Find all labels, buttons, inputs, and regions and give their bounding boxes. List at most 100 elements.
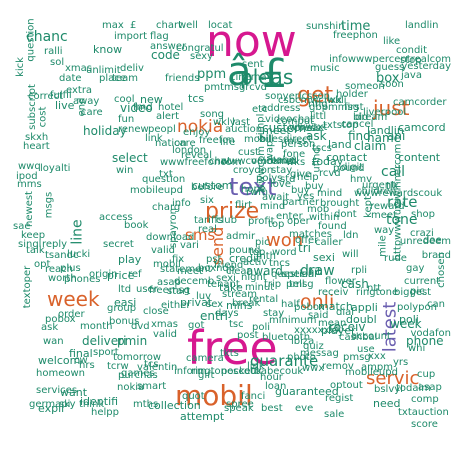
word-42: time — [341, 19, 371, 34]
word-71: guaranteed — [275, 385, 339, 398]
word-54: contact — [326, 151, 368, 164]
word-196: care — [174, 138, 196, 149]
word-98: address — [261, 103, 301, 114]
word-126: asap — [418, 382, 442, 393]
word-193: renew — [118, 124, 149, 135]
word-113: spree — [226, 399, 254, 410]
word-227: inform — [174, 366, 207, 377]
word-395: matches — [289, 229, 332, 240]
word-51: land — [328, 138, 352, 151]
word-295: speak — [224, 403, 254, 414]
word-242: press — [294, 123, 321, 134]
word-289: tcrw — [107, 361, 129, 372]
word-20: sms — [185, 226, 216, 244]
word-352: videochat — [265, 114, 315, 125]
word-280: tlk — [386, 181, 399, 192]
word-106: homeown — [36, 368, 85, 379]
word-123: txtauction — [398, 407, 449, 418]
word-369: pobox — [294, 302, 325, 313]
word-208: friend — [214, 260, 244, 271]
word-271: will — [342, 249, 359, 260]
word-88: messag — [300, 348, 339, 359]
word-81: half — [281, 299, 300, 310]
word-350: ring — [308, 99, 328, 110]
word-139: current — [404, 276, 441, 287]
word-233: wwwfreefoncom — [160, 157, 242, 168]
word-237: info — [172, 198, 191, 209]
word-294: quiz — [303, 341, 324, 352]
word-281: wwwrewardscouk — [354, 188, 443, 199]
word-11: get — [297, 83, 334, 108]
word-248: babe — [270, 155, 295, 166]
word-91: take — [219, 281, 243, 294]
word-77: final — [69, 347, 93, 360]
word-391: buy — [291, 185, 310, 196]
word-340: sent — [242, 59, 264, 70]
word-364: stay — [263, 308, 285, 319]
word-115: think — [79, 399, 105, 410]
word-192: fun — [118, 114, 135, 125]
word-318: opt — [34, 259, 51, 270]
word-118: fanci — [241, 391, 266, 402]
word-87: rental — [249, 294, 279, 305]
word-341: bill — [259, 134, 274, 145]
word-134: bluetooth — [262, 332, 311, 343]
word-85: poli — [399, 313, 419, 326]
word-3: â — [227, 49, 252, 95]
word-161: sexy — [190, 51, 214, 62]
word-200: life — [220, 137, 236, 148]
word-378: asap — [157, 277, 181, 288]
word-96: reveal — [181, 150, 213, 161]
word-76: order — [58, 309, 85, 320]
word-298: use — [357, 344, 375, 355]
word-125: score — [411, 419, 438, 430]
word-13: nokia — [177, 117, 224, 137]
word-37: ppm — [197, 67, 227, 82]
word-230: camera — [186, 353, 224, 364]
word-73: want — [60, 386, 88, 399]
word-305: link — [145, 133, 163, 144]
word-316: sae — [13, 221, 31, 232]
word-360: tsc — [229, 319, 244, 330]
word-306: subscript — [26, 84, 38, 130]
word-267: dont — [334, 209, 357, 220]
word-158: flag — [150, 31, 169, 42]
word-329: quot — [182, 391, 205, 402]
word-119: hour — [260, 372, 283, 383]
word-111: collection — [148, 399, 201, 412]
word-215: secret — [103, 239, 134, 250]
word-159: answer — [150, 41, 187, 52]
word-405: days — [215, 308, 239, 319]
word-52: today — [312, 155, 344, 168]
word-388: person — [281, 139, 316, 150]
word-285: textoper — [22, 265, 34, 309]
word-346: txtstop — [323, 120, 359, 131]
word-7: week — [47, 287, 100, 311]
word-339: etc — [252, 104, 268, 115]
word-47: name — [367, 131, 402, 145]
word-356: valid — [153, 329, 177, 340]
word-117: germani — [29, 399, 71, 410]
word-361: post — [237, 330, 259, 341]
word-169: infowwwpercentrealcom — [329, 54, 451, 65]
word-167: freephon — [333, 30, 378, 41]
word-407: link — [247, 361, 265, 372]
word-403: luv — [196, 291, 212, 302]
word-408: sale — [324, 409, 345, 420]
word-84: doubl — [346, 313, 377, 326]
word-162: deliv — [120, 63, 144, 74]
word-182: question — [25, 18, 37, 62]
word-165: sonyericsson — [265, 91, 330, 102]
word-19: chanc — [26, 29, 68, 45]
word-4: mobil — [175, 379, 253, 412]
word-345: littl — [310, 111, 327, 122]
word-229: valentin — [137, 362, 178, 373]
word-301: pmsg — [343, 352, 371, 363]
word-198: freefon — [199, 135, 235, 146]
word-154: chart — [156, 20, 182, 31]
word-348: rcvd — [319, 168, 341, 179]
word-260: mind — [260, 201, 286, 212]
word-385: hope — [241, 184, 266, 195]
word-112: best — [261, 403, 283, 414]
word-38: music — [310, 63, 340, 74]
